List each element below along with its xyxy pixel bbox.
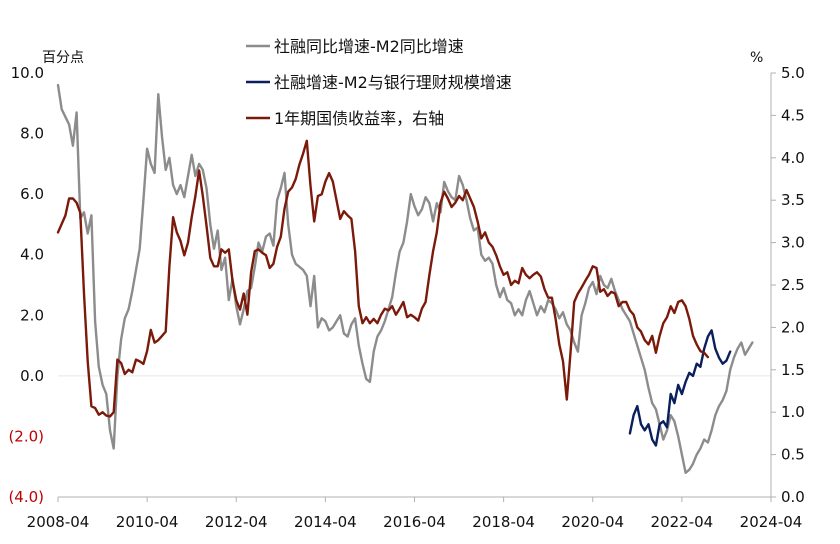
right-tick-label: 0.0 [781, 488, 805, 506]
x-tick-label: 2014-04 [294, 513, 357, 531]
left-tick-label: 8.0 [20, 125, 44, 143]
x-tick-label: 2010-04 [116, 513, 179, 531]
x-axis-ticks: 2008-04 2010-04 2012-04 2014-04 2016-04 2018-… [27, 497, 803, 531]
x-tick-label: 2020-04 [561, 513, 624, 531]
left-tick-label: 4.0 [20, 246, 44, 264]
x-tick-label: 2012-04 [205, 513, 268, 531]
left-tick-label: 6.0 [20, 185, 44, 203]
legend-label-0: 社融同比增速-M2同比增速 [274, 37, 464, 56]
right-tick-label: 2.0 [781, 318, 805, 336]
series-layer [56, 83, 754, 474]
x-tick-label: 2022-04 [651, 513, 714, 531]
right-tick-label: 3.5 [781, 191, 805, 209]
series-line-1 [628, 329, 732, 447]
left-tick-label: (2.0) [8, 427, 44, 445]
right-tick-label: 4.5 [781, 106, 805, 124]
right-tick-label: 3.0 [781, 234, 805, 252]
right-tick-label: 1.5 [781, 361, 805, 379]
right-tick-label: 4.0 [781, 149, 805, 167]
left-tick-label: 0.0 [20, 367, 44, 385]
left-axis-ticks: 10.0 8.0 6.0 4.0 2.0 0.0 (2.0) (4.0) [8, 64, 44, 506]
left-tick-label: 10.0 [11, 64, 44, 82]
right-tick-label: 2.5 [781, 276, 805, 294]
right-tick-label: 0.5 [781, 446, 805, 464]
legend-label-1: 社融增速-M2与银行理财规模增速 [274, 73, 512, 92]
right-tick-label: 1.0 [781, 403, 805, 421]
left-axis-unit: 百分点 [42, 50, 84, 66]
x-tick-label: 2018-04 [472, 513, 535, 531]
axes-group [58, 73, 772, 498]
left-tick-label: 2.0 [20, 306, 44, 324]
right-tick-label: 5.0 [781, 64, 805, 82]
series-line-0 [56, 83, 754, 474]
x-tick-label: 2016-04 [383, 513, 446, 531]
series-line-2 [56, 139, 710, 418]
x-tick-label: 2008-04 [27, 513, 90, 531]
x-tick-label: 2024-04 [740, 513, 803, 531]
right-axis-ticks: 5.0 4.5 4.0 3.5 3.0 2.5 2.0 1.5 1.0 0.5 0.0 [771, 64, 805, 506]
left-tick-label: (4.0) [8, 488, 44, 506]
legend-label-2: 1年期国债收益率，右轴 [274, 109, 444, 128]
right-axis-unit: % [750, 50, 763, 66]
